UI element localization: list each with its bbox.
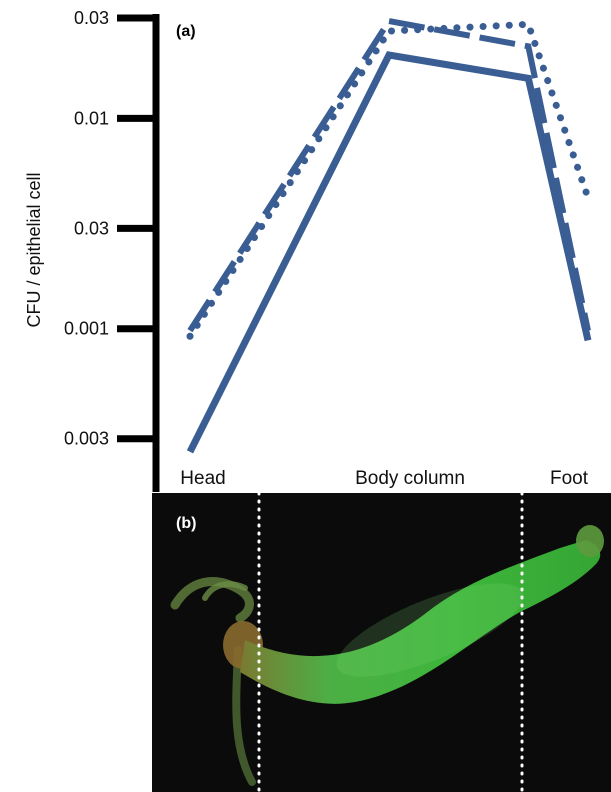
hydra-body-column [240, 540, 601, 704]
y-tick-label: 0.03 [74, 218, 109, 238]
panel-label-b: (b) [176, 515, 196, 532]
panel-label-a: (a) [176, 23, 196, 40]
chart-panel-a: (a) CFU / epithelial cell 0.030.010.030.… [24, 8, 592, 492]
y-tick-label: 0.01 [74, 108, 109, 128]
hydra-foot [576, 525, 604, 557]
series-layer [186, 17, 592, 454]
y-tick-label: 0.003 [64, 429, 109, 449]
y-tick-label: 0.03 [74, 8, 109, 28]
micrograph-panel-b: (b) [152, 491, 611, 792]
hydra-tentacle [202, 581, 248, 601]
x-category-label: Body column [355, 468, 465, 489]
x-category-label: Head [180, 468, 225, 489]
x-category-label: Foot [550, 468, 589, 489]
x-labels: Head Body column Foot [180, 468, 588, 489]
series-line-solid [186, 51, 592, 454]
y-ticks: 0.03 0.01 0.03 0.001 0.003 [64, 8, 159, 449]
series-line-dotted [186, 20, 592, 340]
series-line-dashed [187, 17, 591, 333]
hydra-tentacle [170, 577, 254, 623]
y-tick-label: 0.001 [64, 319, 109, 339]
hydra-body-highlight [336, 583, 524, 677]
y-axis-title: CFU / epithelial cell [24, 172, 44, 327]
